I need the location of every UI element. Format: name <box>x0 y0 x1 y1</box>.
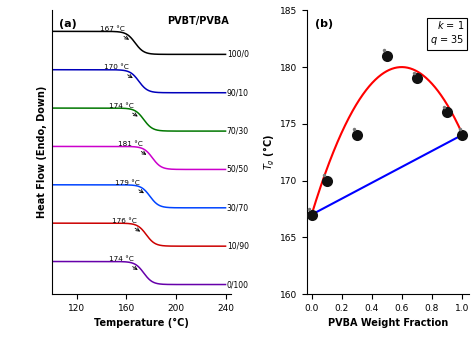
Text: (b): (b) <box>315 19 333 29</box>
Text: 0/100: 0/100 <box>227 280 249 289</box>
Text: 50/50: 50/50 <box>227 165 249 174</box>
Text: 10/90: 10/90 <box>227 242 249 251</box>
Text: 181 °C: 181 °C <box>118 141 146 154</box>
Text: 174 °C: 174 °C <box>109 103 137 116</box>
Y-axis label: Heat Flow (Endo, Down): Heat Flow (Endo, Down) <box>36 86 46 219</box>
Text: 30/70: 30/70 <box>227 203 249 212</box>
Text: 70/30: 70/30 <box>227 127 249 135</box>
Text: 170 °C: 170 °C <box>104 65 132 78</box>
X-axis label: Temperature (°C): Temperature (°C) <box>94 318 189 328</box>
Text: 176 °C: 176 °C <box>111 218 139 231</box>
Text: (a): (a) <box>59 19 77 29</box>
Text: $k$ = 1
$q$ = 35: $k$ = 1 $q$ = 35 <box>430 19 465 47</box>
Text: PVBT/PVBA: PVBT/PVBA <box>167 16 229 26</box>
X-axis label: PVBA Weight Fraction: PVBA Weight Fraction <box>328 318 448 328</box>
Text: 179 °C: 179 °C <box>115 180 143 193</box>
Text: 90/10: 90/10 <box>227 88 249 97</box>
Text: 100/0: 100/0 <box>227 50 249 59</box>
Text: 167 °C: 167 °C <box>100 26 128 39</box>
Y-axis label: $T_g$ (°C): $T_g$ (°C) <box>262 134 277 170</box>
Text: 174 °C: 174 °C <box>109 256 137 269</box>
